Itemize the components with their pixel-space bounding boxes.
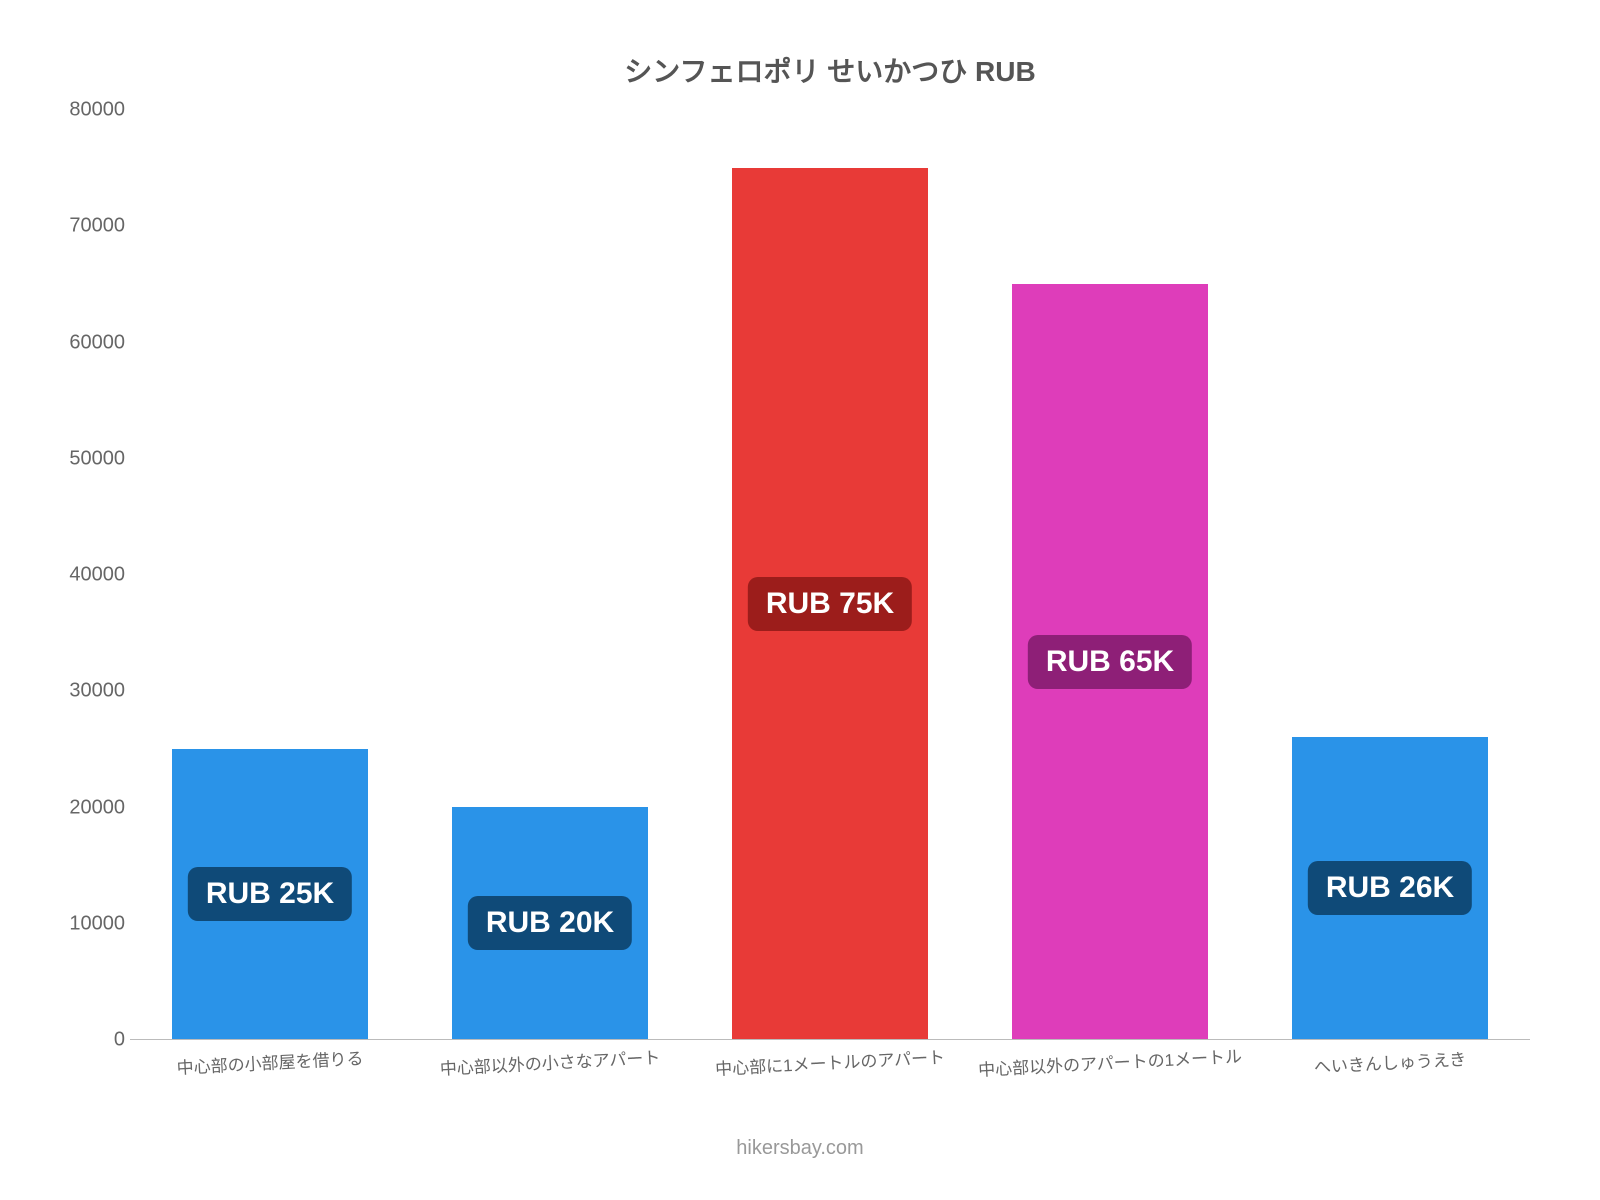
- x-axis: 中心部の小部屋を借りる中心部以外の小さなアパート中心部に1メートルのアパート中心…: [130, 1049, 1530, 1074]
- bar-column: RUB 25K: [130, 110, 410, 1039]
- bar-column: RUB 26K: [1250, 110, 1530, 1039]
- bar-column: RUB 65K: [970, 110, 1250, 1039]
- y-tick-label: 40000: [40, 564, 125, 587]
- x-tick-label: 中心部以外のアパートの1メートル: [970, 1042, 1251, 1082]
- bar-column: RUB 20K: [410, 110, 690, 1039]
- value-badge: RUB 26K: [1308, 861, 1472, 915]
- x-tick-label: へいきんしゅうえき: [1250, 1042, 1531, 1082]
- chart-container: シンフェロポリ せいかつひ RUB 0100002000030000400005…: [0, 0, 1600, 1200]
- y-tick-label: 80000: [40, 99, 125, 122]
- y-tick-label: 30000: [40, 680, 125, 703]
- bars-group: RUB 25K RUB 20K RUB 75K RUB 65K RUB 26K: [130, 110, 1530, 1039]
- value-badge: RUB 65K: [1028, 635, 1192, 689]
- bar: RUB 26K: [1292, 737, 1488, 1039]
- chart-footer: hikersbay.com: [0, 1137, 1600, 1160]
- y-tick-label: 0: [40, 1029, 125, 1052]
- y-axis: 0100002000030000400005000060000700008000…: [40, 110, 125, 1040]
- bar: RUB 65K: [1012, 284, 1208, 1039]
- x-tick-label: 中心部の小部屋を借りる: [130, 1042, 411, 1082]
- value-badge: RUB 75K: [748, 577, 912, 631]
- plot-inner: RUB 25KRUB 20KRUB 75KRUB 65KRUB 26K 中心部の…: [130, 110, 1530, 1040]
- bar-column: RUB 75K: [690, 110, 970, 1039]
- x-tick-label: 中心部に1メートルのアパート: [690, 1042, 971, 1082]
- chart-title: シンフェロポリ せいかつひ RUB: [130, 50, 1530, 90]
- y-tick-label: 10000: [40, 912, 125, 935]
- x-tick-label: 中心部以外の小さなアパート: [410, 1042, 691, 1082]
- y-tick-label: 50000: [40, 447, 125, 470]
- bar: RUB 75K: [732, 168, 928, 1039]
- bar: RUB 25K: [172, 749, 368, 1039]
- y-tick-label: 60000: [40, 331, 125, 354]
- plot-area: 0100002000030000400005000060000700008000…: [130, 110, 1530, 1040]
- y-tick-label: 20000: [40, 796, 125, 819]
- bar: RUB 20K: [452, 807, 648, 1039]
- y-tick-label: 70000: [40, 215, 125, 238]
- value-badge: RUB 20K: [468, 896, 632, 950]
- value-badge: RUB 25K: [188, 867, 352, 921]
